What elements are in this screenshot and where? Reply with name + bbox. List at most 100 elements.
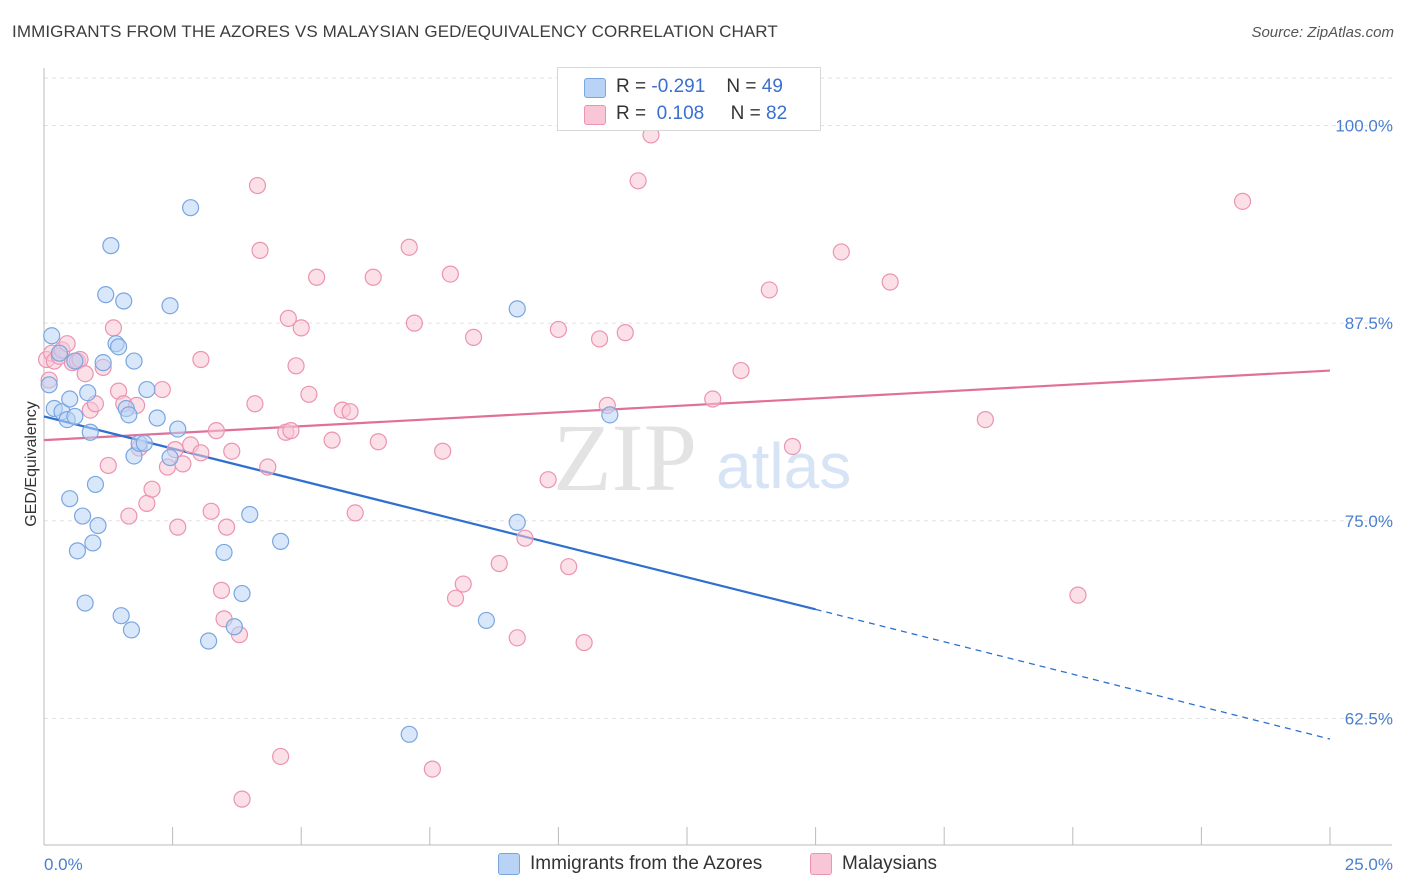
point-malaysians	[192, 444, 210, 462]
bottom-legend-swatch-blue	[498, 853, 520, 875]
bottom-legend-swatch-pink	[810, 853, 832, 875]
point-malaysians	[202, 502, 220, 520]
point-azores	[169, 420, 187, 438]
legend-n-value-2: 82	[766, 103, 788, 124]
legend-swatch-pink	[584, 105, 606, 125]
watermark-zip: ZIP	[553, 404, 697, 511]
point-azores	[241, 505, 259, 524]
point-malaysians	[246, 395, 264, 413]
point-azores	[225, 618, 243, 636]
point-azores	[120, 406, 138, 424]
point-azores	[61, 490, 79, 508]
point-azores	[215, 543, 233, 562]
point-malaysians	[76, 365, 94, 383]
point-malaysians	[446, 589, 465, 607]
point-malaysians	[292, 319, 310, 337]
point-malaysians	[454, 575, 472, 593]
point-azores	[148, 409, 166, 427]
point-azores	[102, 237, 120, 255]
point-azores	[66, 352, 84, 370]
point-azores	[122, 621, 141, 639]
legend-r-value-1: -0.291	[651, 76, 706, 97]
legend-n-label-1: N =	[726, 76, 757, 97]
point-malaysians	[341, 403, 359, 421]
point-malaysians	[259, 458, 277, 476]
point-azores	[161, 448, 179, 467]
point-malaysians	[138, 494, 156, 513]
point-azores	[508, 300, 526, 318]
point-malaysians	[575, 633, 593, 652]
point-malaysians	[629, 172, 647, 190]
point-malaysians	[1233, 192, 1252, 210]
point-malaysians	[881, 273, 899, 291]
legend-swatch-blue	[584, 78, 606, 98]
trend-line-azores	[43, 415, 816, 611]
point-azores	[272, 532, 290, 550]
point-azores	[161, 297, 179, 315]
tick-labels: 62.5% 75.0% 87.5% 100.0% 0.0% 25.0%	[44, 116, 1393, 874]
y-tick-label: 87.5%	[1345, 314, 1393, 333]
point-malaysians	[490, 554, 508, 573]
point-azores	[76, 594, 94, 612]
y-tick-label: 100.0%	[1335, 116, 1393, 135]
point-malaysians	[272, 747, 290, 766]
point-malaysians	[369, 433, 387, 451]
legend-n-value-1: 49	[761, 76, 783, 97]
point-malaysians	[207, 422, 225, 440]
point-malaysians	[560, 558, 578, 576]
point-malaysians	[616, 324, 634, 342]
x-tick-label-max: 25.0%	[1345, 855, 1393, 874]
point-malaysians	[104, 319, 123, 337]
point-azores	[61, 390, 79, 408]
point-malaysians	[143, 480, 161, 498]
point-azores	[477, 611, 495, 630]
point-malaysians	[423, 760, 441, 778]
point-azores	[508, 513, 526, 531]
point-malaysians	[441, 265, 459, 283]
point-azores	[601, 406, 619, 424]
point-malaysians	[590, 330, 609, 348]
point-malaysians	[99, 456, 117, 475]
point-malaysians	[539, 471, 557, 489]
axes	[43, 68, 1392, 846]
trend-line-azores-extension	[815, 608, 1331, 740]
point-malaysians	[282, 422, 300, 440]
point-azores	[112, 607, 130, 625]
bottom-legend-label-malaysians: Malaysians	[842, 853, 938, 874]
point-malaysians	[549, 320, 568, 339]
point-azores	[94, 354, 112, 372]
point-malaysians	[223, 442, 241, 460]
point-malaysians	[1069, 586, 1087, 604]
point-malaysians	[233, 790, 251, 808]
point-malaysians	[832, 243, 850, 261]
point-malaysians	[153, 380, 171, 399]
point-malaysians	[704, 390, 722, 408]
point-azores	[182, 199, 200, 217]
point-malaysians	[976, 410, 994, 429]
point-azores	[66, 407, 84, 426]
y-tick-label: 62.5%	[1345, 709, 1393, 728]
watermark-atlas: atlas	[716, 430, 851, 502]
point-malaysians	[287, 357, 305, 375]
point-azores	[233, 584, 251, 603]
point-malaysians	[279, 309, 297, 327]
point-azores	[40, 376, 58, 394]
point-azores	[125, 352, 143, 370]
point-malaysians	[760, 281, 778, 299]
bottom-legend-label-azores: Immigrants from the Azores	[530, 853, 763, 874]
point-malaysians	[732, 361, 750, 380]
point-malaysians	[308, 268, 326, 286]
point-malaysians	[300, 385, 318, 403]
point-malaysians	[508, 629, 526, 647]
legend-r-label-1: R =	[616, 76, 647, 97]
point-azores	[50, 344, 69, 362]
point-malaysians	[218, 518, 236, 536]
point-azores	[68, 542, 87, 560]
point-malaysians	[364, 268, 382, 286]
legend-r-label-2: R =	[616, 103, 647, 124]
point-azores	[200, 632, 218, 650]
source-label: Source: ZipAtlas.com	[1251, 24, 1394, 41]
trend-line-malaysians	[43, 369, 1331, 442]
point-malaysians	[346, 504, 364, 522]
legend-n-label-2: N =	[730, 103, 761, 124]
